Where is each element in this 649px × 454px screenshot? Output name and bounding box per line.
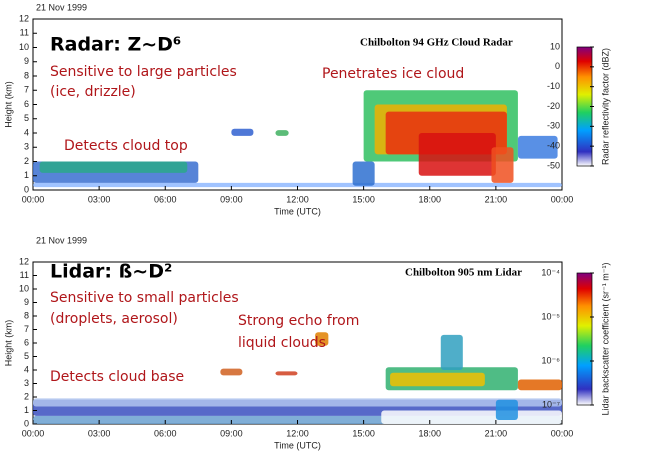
annotation: Penetrates ice cloud: [322, 66, 464, 82]
y-tick-label: 9: [24, 56, 29, 66]
panel-title: Chilbolton 905 nm Lidar: [405, 267, 522, 279]
x-tick-label: 21:00: [485, 194, 508, 204]
echo-region: [40, 162, 188, 173]
echo-region: [275, 371, 297, 375]
y-tick-label: 3: [24, 378, 29, 388]
echo-region: [275, 130, 288, 136]
y-tick-label: 0: [24, 418, 29, 428]
echo-region: [491, 147, 513, 183]
colorbar: [577, 273, 592, 405]
echo-region: [381, 411, 562, 425]
annotation: Radar: Z~D⁶: [50, 34, 181, 56]
echo-region: [518, 379, 562, 390]
colorbar-tick-label: -20: [547, 101, 560, 111]
x-tick-label: 00:00: [551, 194, 574, 204]
x-tick-label: 09:00: [220, 428, 243, 438]
x-tick-label: 06:00: [154, 194, 177, 204]
colorbar-tick-label: 0: [555, 61, 560, 71]
y-tick-label: 11: [20, 270, 29, 280]
x-tick-label: 00:00: [22, 194, 45, 204]
colorbar: [577, 47, 592, 166]
echo-region: [419, 133, 496, 176]
annotation: Sensitive to small particles: [50, 290, 239, 306]
y-axis-label: Height (km): [3, 320, 13, 367]
y-tick-label: 5: [24, 351, 29, 361]
y-tick-label: 1: [24, 405, 29, 415]
x-axis-label: Time (UTC): [274, 206, 321, 216]
y-tick-label: 0: [24, 184, 29, 194]
x-tick-label: 12:00: [286, 194, 309, 204]
echo-region: [220, 369, 242, 376]
y-tick-label: 10: [19, 283, 29, 293]
colorbar-tick-label: 10⁻⁴: [541, 267, 560, 277]
panel-title: Chilbolton 94 GHz Cloud Radar: [360, 37, 513, 49]
x-tick-label: 18:00: [418, 428, 441, 438]
date-label: 21 Nov 1999: [36, 2, 87, 12]
colorbar-tick-label: -30: [547, 121, 560, 131]
echo-region: [441, 335, 463, 370]
y-tick-label: 2: [24, 391, 29, 401]
y-tick-label: 9: [24, 297, 29, 307]
annotation: (ice, drizzle): [50, 84, 136, 100]
colorbar-label: Radar reflectivity factor (dBZ): [600, 48, 610, 165]
colorbar-tick-label: 10⁻⁶: [542, 355, 561, 365]
x-tick-label: 00:00: [551, 428, 574, 438]
colorbar-label: Lidar backscatter coefficient (sr⁻¹ m⁻¹): [600, 263, 610, 416]
y-tick-label: 10: [19, 42, 29, 52]
y-tick-label: 2: [24, 156, 29, 166]
y-tick-label: 11: [20, 28, 29, 38]
x-tick-label: 12:00: [286, 428, 309, 438]
x-tick-label: 00:00: [22, 428, 45, 438]
y-tick-label: 12: [19, 13, 29, 23]
x-tick-label: 09:00: [220, 194, 243, 204]
echo-region: [390, 373, 485, 387]
y-axis-label: Height (km): [3, 81, 13, 128]
y-tick-label: 7: [24, 324, 29, 334]
colorbar-tick-label: -10: [547, 81, 560, 91]
figure: 012345678910111200:0003:0006:0009:0012:0…: [0, 0, 649, 454]
y-tick-label: 6: [24, 99, 29, 109]
y-tick-label: 5: [24, 113, 29, 123]
x-tick-label: 15:00: [352, 428, 375, 438]
x-tick-label: 18:00: [418, 194, 441, 204]
x-tick-label: 15:00: [352, 194, 375, 204]
colorbar-tick-label: -40: [547, 141, 560, 151]
annotation: Sensitive to large particles: [50, 64, 237, 80]
x-tick-label: 03:00: [88, 194, 111, 204]
y-tick-label: 4: [24, 364, 29, 374]
echo-region: [496, 400, 518, 420]
echo-region: [353, 162, 375, 186]
annotation: Strong echo from: [238, 313, 359, 329]
x-tick-label: 03:00: [88, 428, 111, 438]
colorbar-tick-label: 10⁻⁵: [542, 311, 561, 321]
annotation: liquid clouds: [238, 335, 326, 351]
colorbar-tick-label: 10⁻⁷: [542, 399, 560, 409]
y-tick-label: 8: [24, 310, 29, 320]
annotation: Detects cloud top: [64, 138, 188, 154]
y-tick-label: 12: [19, 256, 29, 266]
y-tick-label: 6: [24, 337, 29, 347]
y-tick-label: 1: [24, 170, 29, 180]
y-tick-label: 3: [24, 142, 29, 152]
y-tick-label: 8: [24, 70, 29, 80]
colorbar-tick-label: 10: [550, 41, 560, 51]
y-tick-label: 7: [24, 85, 29, 95]
echo-region: [231, 129, 253, 136]
x-tick-label: 06:00: [154, 428, 177, 438]
colorbar-tick-label: -50: [547, 160, 560, 170]
annotation: Detects cloud base: [50, 369, 184, 385]
annotation: Lidar: ß~D²: [50, 261, 172, 283]
date-label: 21 Nov 1999: [36, 235, 87, 245]
annotation: (droplets, aerosol): [50, 311, 178, 327]
x-tick-label: 21:00: [485, 428, 508, 438]
echo-region: [33, 398, 562, 406]
y-tick-label: 4: [24, 127, 29, 137]
x-axis-label: Time (UTC): [274, 440, 321, 450]
